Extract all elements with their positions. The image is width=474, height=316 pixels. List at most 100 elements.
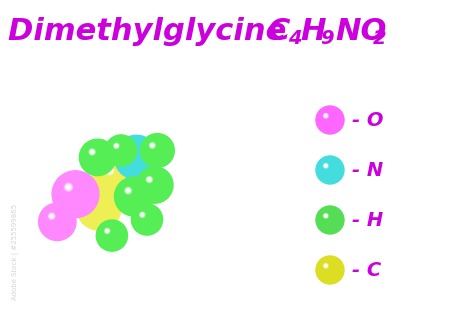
Circle shape xyxy=(89,148,103,162)
Circle shape xyxy=(41,206,73,237)
Circle shape xyxy=(128,149,131,152)
Circle shape xyxy=(100,224,121,245)
Circle shape xyxy=(318,158,341,181)
Circle shape xyxy=(103,226,118,242)
Text: Dimethylglycine: Dimethylglycine xyxy=(8,17,297,46)
Circle shape xyxy=(99,160,132,193)
Circle shape xyxy=(126,146,143,164)
Circle shape xyxy=(127,189,136,198)
Circle shape xyxy=(80,189,117,226)
Circle shape xyxy=(326,116,329,119)
Circle shape xyxy=(147,141,164,157)
Circle shape xyxy=(320,210,338,228)
Circle shape xyxy=(106,230,113,237)
Circle shape xyxy=(324,264,332,272)
Circle shape xyxy=(147,178,151,181)
Circle shape xyxy=(117,137,156,177)
Circle shape xyxy=(114,143,118,148)
Circle shape xyxy=(325,115,331,121)
Circle shape xyxy=(90,199,94,204)
Circle shape xyxy=(140,213,145,217)
Circle shape xyxy=(107,168,121,182)
Circle shape xyxy=(98,222,126,249)
Circle shape xyxy=(129,150,130,151)
Circle shape xyxy=(106,230,109,232)
Circle shape xyxy=(324,164,332,172)
Circle shape xyxy=(64,183,82,201)
Circle shape xyxy=(89,198,104,213)
Circle shape xyxy=(149,143,155,148)
Circle shape xyxy=(114,144,118,148)
Circle shape xyxy=(322,262,336,276)
Circle shape xyxy=(140,212,150,223)
Circle shape xyxy=(52,217,56,221)
Circle shape xyxy=(323,113,328,118)
Circle shape xyxy=(143,173,164,194)
Text: H: H xyxy=(300,17,326,46)
Circle shape xyxy=(146,140,165,159)
Circle shape xyxy=(323,113,328,118)
Circle shape xyxy=(319,109,340,130)
Circle shape xyxy=(106,167,114,175)
Circle shape xyxy=(120,182,146,208)
Circle shape xyxy=(113,143,125,155)
Circle shape xyxy=(143,136,171,164)
Circle shape xyxy=(145,175,161,191)
Circle shape xyxy=(317,157,343,183)
Circle shape xyxy=(324,114,328,118)
Circle shape xyxy=(105,166,115,175)
Circle shape xyxy=(119,181,147,210)
Circle shape xyxy=(65,184,72,191)
Circle shape xyxy=(320,111,337,128)
Circle shape xyxy=(120,141,150,171)
Circle shape xyxy=(93,155,140,201)
Circle shape xyxy=(127,148,133,154)
Circle shape xyxy=(115,178,152,215)
Circle shape xyxy=(125,188,131,193)
Circle shape xyxy=(320,160,338,179)
Circle shape xyxy=(91,151,99,159)
Circle shape xyxy=(66,184,71,190)
Circle shape xyxy=(118,180,148,211)
Circle shape xyxy=(106,167,122,183)
Circle shape xyxy=(109,139,130,160)
Circle shape xyxy=(122,184,143,206)
Circle shape xyxy=(141,213,149,222)
Circle shape xyxy=(128,149,138,159)
Circle shape xyxy=(107,231,112,236)
Circle shape xyxy=(80,139,116,176)
Circle shape xyxy=(116,145,117,146)
Circle shape xyxy=(146,176,153,183)
Circle shape xyxy=(319,159,339,179)
Circle shape xyxy=(64,183,73,191)
Circle shape xyxy=(144,174,162,192)
Circle shape xyxy=(151,181,153,183)
Circle shape xyxy=(90,199,102,211)
Circle shape xyxy=(55,174,94,213)
Circle shape xyxy=(140,134,174,167)
Circle shape xyxy=(125,188,138,201)
Circle shape xyxy=(105,228,110,234)
Circle shape xyxy=(320,210,337,228)
Circle shape xyxy=(145,138,168,161)
Circle shape xyxy=(142,172,166,196)
Text: - C: - C xyxy=(352,260,381,279)
Circle shape xyxy=(323,213,334,224)
Circle shape xyxy=(146,139,166,160)
Circle shape xyxy=(91,151,93,153)
Circle shape xyxy=(105,166,124,185)
Circle shape xyxy=(108,138,133,162)
Circle shape xyxy=(148,179,150,180)
Circle shape xyxy=(91,151,93,153)
Circle shape xyxy=(67,186,77,196)
Circle shape xyxy=(50,214,60,225)
Circle shape xyxy=(90,150,94,154)
Circle shape xyxy=(79,188,118,227)
Circle shape xyxy=(147,178,157,188)
Circle shape xyxy=(66,185,71,189)
Circle shape xyxy=(148,141,163,156)
Circle shape xyxy=(142,215,147,220)
Circle shape xyxy=(101,162,129,190)
Circle shape xyxy=(42,206,71,236)
Circle shape xyxy=(97,221,127,250)
